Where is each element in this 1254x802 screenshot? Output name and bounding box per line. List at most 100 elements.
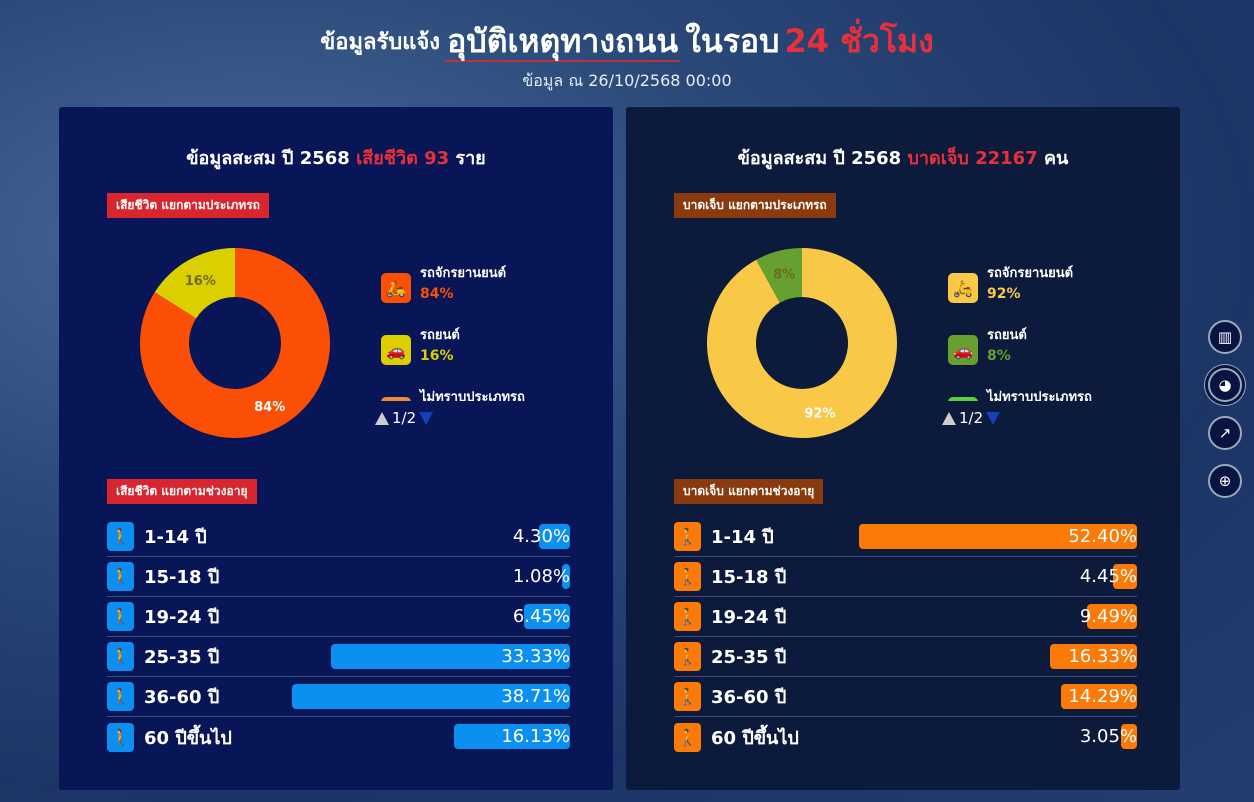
age-row: 🚶 1-14 ปี 4.30% — [107, 517, 570, 557]
panel-title: ข้อมูลสะสม ปี 2568 เสียชีวิต 93 ราย — [59, 143, 613, 172]
age-row: 🚶 60 ปีขึ้นไป 3.05% — [674, 717, 1137, 757]
legend-label: รถจักรยานยนต์ — [420, 266, 507, 281]
person-icon: 🚶 — [674, 722, 701, 752]
age-value: 4.30% — [512, 526, 570, 547]
page-up-icon[interactable] — [375, 411, 389, 425]
age-bar — [1061, 684, 1137, 709]
legend-label: รถยนต์ — [987, 328, 1027, 343]
header: ข้อมูลรับแจ้ง อุบัติเหตุทางถนน ในรอบ 24 … — [0, 16, 1254, 94]
data-timestamp: ข้อมูล ณ 26/10/2568 00:00 — [522, 71, 732, 90]
age-label: 19-24 ปี — [711, 607, 787, 628]
header-highlight: 24 ชั่วโมง — [784, 22, 934, 60]
age-value: 38.71% — [501, 686, 570, 707]
title-suffix: คน — [1044, 148, 1069, 169]
age-value: 14.29% — [1068, 686, 1137, 707]
person-icon: 🚶 — [107, 722, 134, 752]
page-down-icon[interactable] — [986, 411, 1001, 425]
age-row: 🚶 60 ปีขึ้นไป 16.13% — [107, 717, 570, 757]
page-up-icon[interactable] — [942, 411, 956, 425]
person-icon: 🚶 — [674, 642, 701, 671]
age-value: 16.13% — [501, 726, 570, 747]
title-highlight: เสียชีวิต 93 — [356, 148, 450, 169]
vehicle-type-tag: บาดเจ็บ แยกตามประเภทรถ — [674, 193, 836, 218]
age-label: 15-18 ปี — [711, 567, 787, 588]
legend-label: ไม่ทราบประเภทรถ — [987, 390, 1092, 401]
car-icon: 🚗 — [948, 335, 978, 365]
age-row: 🚶 1-14 ปี 52.40% — [674, 517, 1137, 557]
globe-icon[interactable]: ⊕ — [1208, 464, 1242, 498]
title-prefix: ข้อมูลสะสม ปี 2568 — [737, 148, 902, 169]
legend-item: 🛵 รถจักรยานยนต์ 92% — [948, 265, 1148, 327]
age-bar — [1120, 724, 1137, 749]
donut-label: 92% — [804, 407, 835, 422]
age-label: 25-35 ปี — [144, 647, 220, 668]
age-row: 🚶 15-18 ปี 1.08% — [107, 557, 570, 597]
donut-label: 8% — [773, 267, 795, 282]
age-row: 🚶 15-18 ปี 4.45% — [674, 557, 1137, 597]
page-down-icon[interactable] — [419, 411, 434, 425]
age-label: 36-60 ปี — [711, 687, 787, 708]
age-bar-list: 🚶 1-14 ปี 4.30% 🚶 15-18 ปี 1.08% 🚶 19-24 ปี 6.45… — [107, 517, 570, 757]
donut-slice[interactable] — [756, 248, 802, 303]
legend-item: ● ไม่ทราบประเภทรถ — [948, 389, 1148, 401]
panel-title: ข้อมูลสะสม ปี 2568 บาดเจ็บ 22167 คน — [626, 143, 1180, 172]
age-bar — [1050, 644, 1137, 669]
person-icon: 🚶 — [107, 642, 134, 671]
vehicle-legend: 🛵 รถจักรยานยนต์ 92% 🚗 รถยนต์ 8% ● ไม่ทราบประเภท… — [948, 265, 1148, 401]
donut-slice[interactable] — [154, 248, 235, 319]
age-row: 🚶 19-24 ปี 9.49% — [674, 597, 1137, 637]
age-label: 15-18 ปี — [144, 567, 220, 588]
legend-label: รถจักรยานยนต์ — [987, 266, 1074, 281]
page-indicator: 1/2 — [959, 409, 984, 427]
donut-slice[interactable] — [706, 248, 897, 438]
age-label: 19-24 ปี — [144, 607, 220, 628]
age-bar — [523, 604, 570, 629]
age-value: 3.05% — [1079, 726, 1137, 747]
age-bar — [562, 564, 570, 589]
injury-panel: ข้อมูลสะสม ปี 2568 บาดเจ็บ 22167 คน บาดเ… — [626, 107, 1180, 790]
page-title: อุบัติเหตุทางถนน — [445, 22, 681, 62]
age-value: 1.08% — [512, 566, 570, 587]
legend-value: 8% — [987, 348, 1011, 364]
person-icon: 🚶 — [674, 562, 701, 591]
header-middle: ในรอบ — [685, 22, 780, 60]
header-prefix: ข้อมูลรับแจ้ง — [320, 30, 441, 55]
page-indicator: 1/2 — [392, 409, 417, 427]
donut-label: 16% — [185, 274, 216, 289]
person-icon: 🚶 — [107, 522, 134, 551]
title-highlight: บาดเจ็บ 22167 — [907, 148, 1038, 169]
person-icon: 🚶 — [674, 602, 701, 631]
motorcycle-icon: 🛵 — [381, 273, 411, 303]
person-icon: 🚶 — [107, 562, 134, 591]
age-bar — [1086, 604, 1137, 629]
age-group-tag: เสียชีวิต แยกตามช่วงอายุ — [107, 479, 257, 504]
donut-label: 84% — [254, 400, 285, 415]
car-icon: 🚗 — [381, 335, 411, 365]
age-bar — [292, 684, 570, 709]
unknown-vehicle-icon: ● — [381, 397, 411, 401]
age-value: 33.33% — [501, 646, 570, 667]
pie-chart-icon[interactable]: ◕ — [1208, 368, 1242, 402]
death-panel: ข้อมูลสะสม ปี 2568 เสียชีวิต 93 ราย เสีย… — [59, 107, 613, 790]
legend-item: 🛵 รถจักรยานยนต์ 84% — [381, 265, 581, 327]
age-value: 6.45% — [512, 606, 570, 627]
donut-slice[interactable] — [140, 248, 331, 438]
vehicle-donut-chart: 84% 16% — [140, 248, 331, 438]
vehicle-donut-chart: 92% 8% — [706, 248, 897, 438]
legend-item: 🚗 รถยนต์ 8% — [948, 327, 1148, 389]
age-row: 🚶 36-60 ปี 38.71% — [107, 677, 570, 717]
person-icon: 🚶 — [107, 602, 134, 631]
age-label: 1-14 ปี — [711, 527, 774, 548]
legend-item: ● ไม่ทราบประเภทรถ — [381, 389, 581, 401]
age-label: 60 ปีขึ้นไป — [711, 727, 799, 749]
age-value: 16.33% — [1068, 646, 1137, 667]
age-label: 1-14 ปี — [144, 527, 207, 548]
growth-chart-icon[interactable]: ↗ — [1208, 416, 1242, 450]
bar-chart-icon[interactable]: ▥ — [1208, 320, 1242, 354]
legend-value: 16% — [420, 348, 454, 364]
vehicle-type-tag: เสียชีวิต แยกตามประเภทรถ — [107, 193, 269, 218]
person-icon: 🚶 — [674, 682, 701, 711]
age-value: 52.40% — [1068, 526, 1137, 547]
age-bar — [330, 644, 570, 669]
age-group-tag: บาดเจ็บ แยกตามช่วงอายุ — [674, 479, 824, 504]
